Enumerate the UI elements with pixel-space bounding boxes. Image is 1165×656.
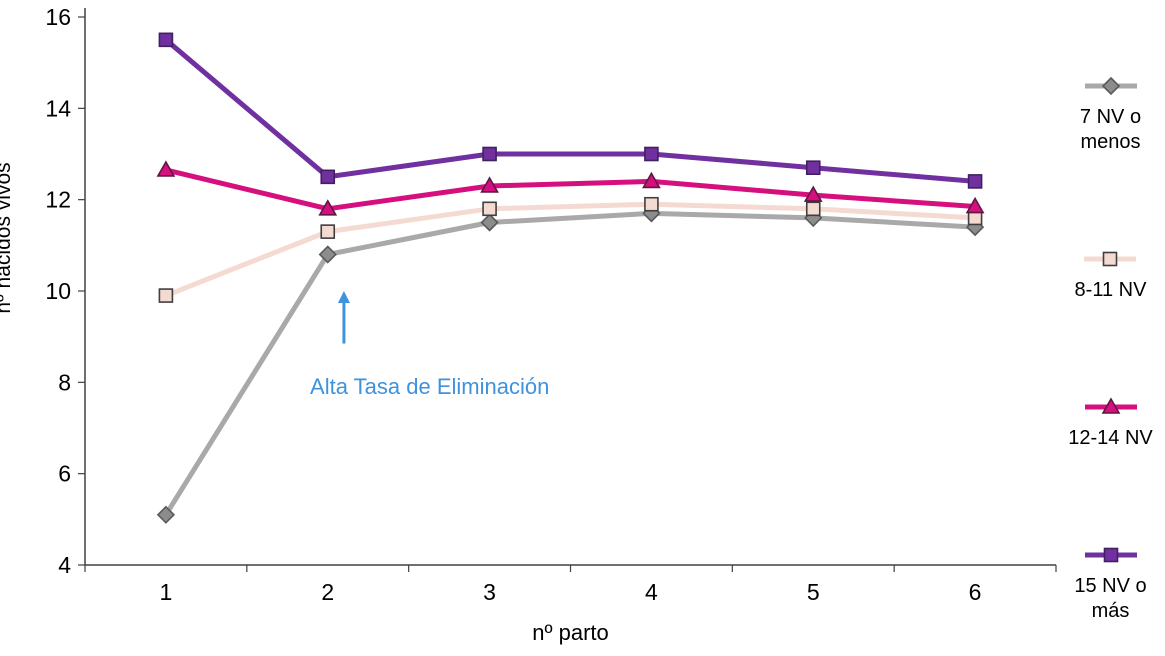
series-8-11-nv [158, 196, 983, 303]
x-tick-label: 6 [969, 579, 982, 605]
triangle-marker [965, 196, 985, 214]
series-15-nv-o-más [158, 32, 983, 189]
annotation-arrow-head [337, 291, 350, 303]
x-axis-title: nº parto [532, 620, 609, 645]
square-marker [967, 174, 983, 189]
annotation-text: Alta Tasa de Eliminación [310, 374, 549, 399]
triangle-marker [156, 160, 176, 177]
square-marker [1103, 547, 1118, 563]
y-tick-label: 14 [45, 95, 71, 121]
y-tick-label: 4 [58, 552, 71, 578]
square-marker [158, 32, 174, 48]
y-tick-label: 8 [58, 369, 71, 395]
legend-swatch [1084, 397, 1137, 414]
series-line [163, 167, 978, 212]
series-line [163, 201, 978, 299]
square-marker [644, 146, 659, 162]
series-line [163, 37, 978, 184]
series-line [163, 210, 978, 518]
diamond-marker [156, 505, 176, 524]
legend-swatch [1084, 251, 1137, 267]
chart-legend: 7 NV o menos 8-11 NV 12-14 NV 15 NV o más [1056, 76, 1165, 624]
square-marker [320, 224, 336, 239]
square-marker [967, 210, 983, 226]
x-tick-label: 2 [321, 579, 334, 605]
triangle-marker [318, 199, 338, 216]
square-marker [805, 160, 821, 175]
annotation: Alta Tasa de Eliminación [310, 291, 549, 399]
y-tick-label: 12 [45, 187, 71, 213]
x-tick-label: 1 [160, 579, 173, 605]
triangle-marker [642, 171, 661, 189]
legend-item: 8-11 NV [1074, 249, 1147, 303]
square-marker [805, 201, 821, 217]
triangle-marker [803, 185, 823, 202]
y-tick-label: 16 [45, 4, 71, 30]
square-marker [320, 169, 336, 185]
square-marker [644, 196, 659, 212]
x-tick-label: 5 [807, 579, 820, 605]
legend-label: 7 NV o menos [1079, 106, 1142, 153]
diamond-marker [1101, 76, 1120, 96]
x-tick-label: 4 [645, 579, 658, 605]
triangle-marker [480, 176, 499, 193]
square-marker [158, 288, 174, 303]
square-marker [482, 146, 497, 162]
square-marker [1103, 251, 1118, 267]
legend-item: 7 NV o menos [1056, 76, 1165, 155]
x-tick-label: 3 [483, 579, 496, 605]
legend-item: 12-14 NV [1068, 397, 1153, 451]
legend-swatch [1084, 76, 1137, 96]
triangle-marker [1101, 397, 1120, 414]
legend-swatch [1084, 547, 1137, 563]
y-tick-label: 6 [58, 461, 71, 487]
y-tick-label: 10 [45, 278, 71, 304]
legend-label: 15 NV o más [1074, 575, 1147, 622]
series-7-nv-o-menos [156, 204, 985, 524]
legend-item: 15 NV o más [1056, 545, 1165, 624]
square-marker [482, 201, 497, 217]
legend-label: 8-11 NV [1074, 279, 1147, 301]
diamond-marker [480, 213, 499, 232]
series-12-14-nv [156, 160, 985, 216]
legend-label: 12-14 NV [1068, 427, 1153, 449]
diamond-marker [318, 245, 337, 264]
